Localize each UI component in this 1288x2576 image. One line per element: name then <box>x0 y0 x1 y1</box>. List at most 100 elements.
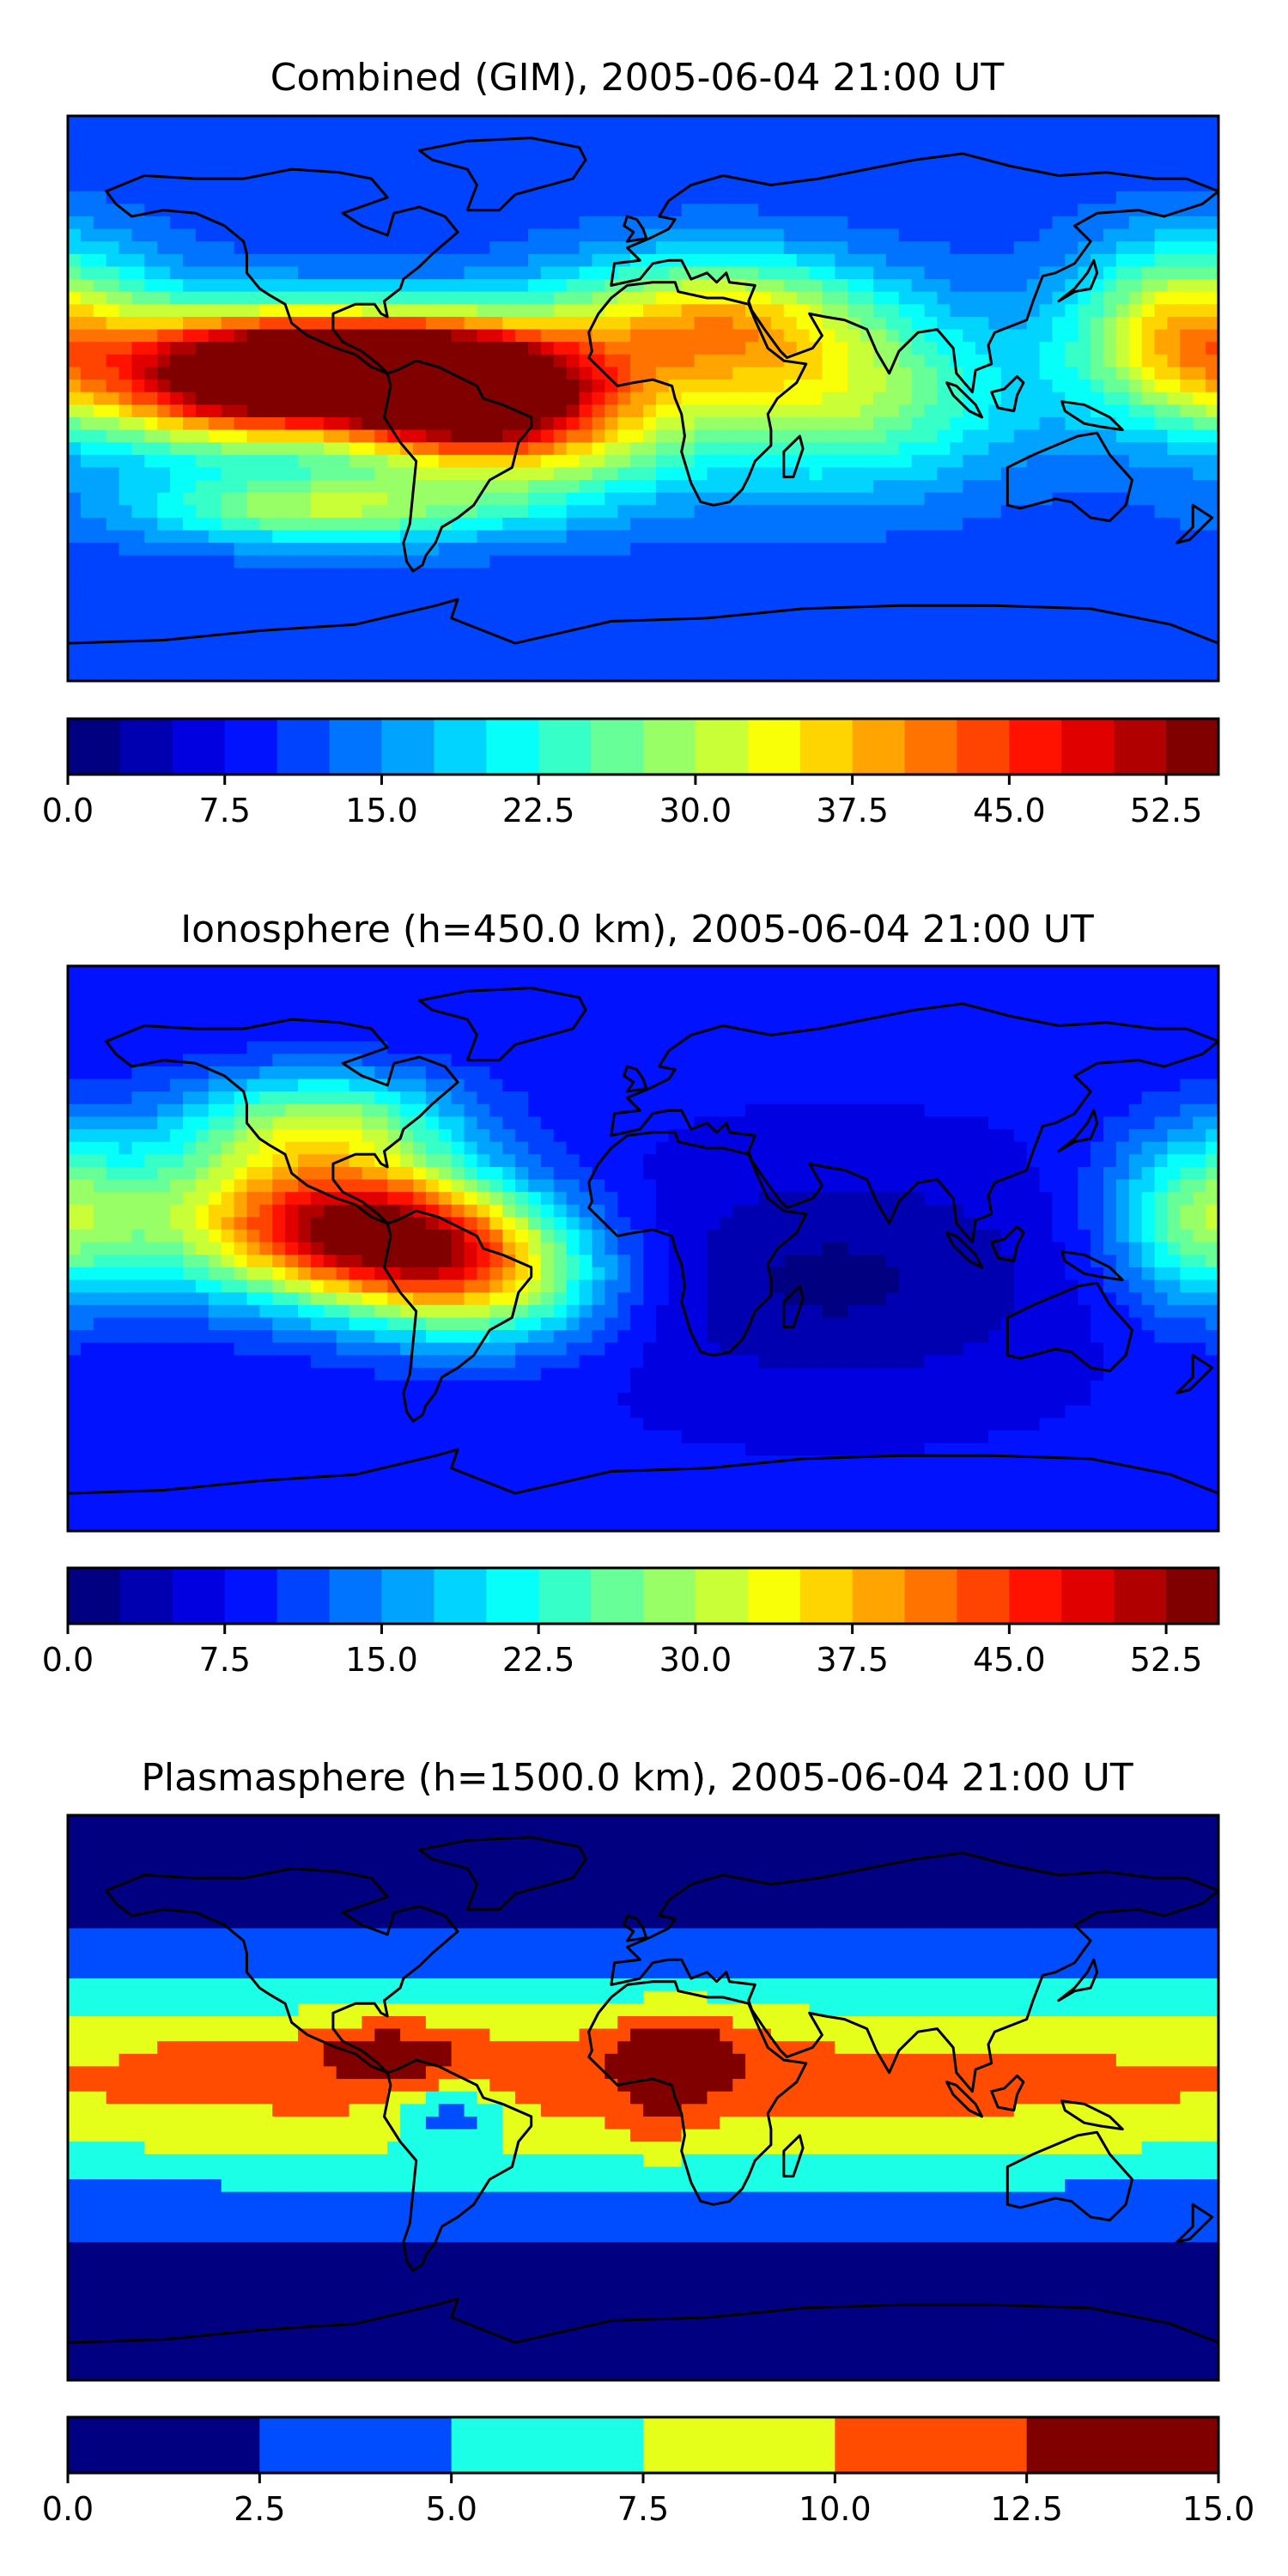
field-cell <box>195 492 210 506</box>
field-cell <box>1128 404 1143 418</box>
field-cell <box>387 191 401 204</box>
field-cell <box>1167 605 1181 619</box>
field-cell <box>1039 991 1054 1005</box>
field-cell <box>259 416 273 431</box>
field-cell <box>1167 630 1181 644</box>
field-cell <box>246 191 260 204</box>
field-cell <box>246 329 260 343</box>
field-cell <box>1103 1054 1117 1067</box>
field-cell <box>963 966 976 980</box>
field-cell <box>183 291 197 305</box>
field-cell <box>1078 429 1091 443</box>
field-cell <box>489 316 503 331</box>
field-cell <box>835 592 848 606</box>
field-cell <box>464 291 478 305</box>
field-cell <box>668 467 683 481</box>
field-cell <box>885 643 900 657</box>
field-cell <box>1039 416 1054 431</box>
field-cell <box>131 141 145 155</box>
field-cell <box>681 141 696 155</box>
field-cell <box>208 1016 222 1030</box>
field-cell <box>323 1054 337 1067</box>
field-cell <box>579 655 593 669</box>
field-cell <box>540 480 555 494</box>
field-cell <box>975 166 989 179</box>
field-cell <box>694 1016 708 1030</box>
field-cell <box>310 253 325 268</box>
field-cell <box>579 367 593 380</box>
field-cell <box>106 454 120 469</box>
field-cell <box>835 543 848 556</box>
field-cell <box>822 228 835 242</box>
field-cell <box>336 179 350 192</box>
field-cell <box>1013 442 1028 456</box>
field-cell <box>1065 530 1078 544</box>
field-cell <box>1052 517 1066 532</box>
field-cell <box>617 630 631 644</box>
field-cell <box>246 442 260 456</box>
field-cell <box>898 1016 913 1030</box>
field-cell <box>668 316 683 331</box>
field-cell <box>1091 416 1104 431</box>
field-cell <box>361 204 375 217</box>
field-cell <box>937 1016 951 1030</box>
field-cell <box>540 380 555 393</box>
field-cell <box>374 128 388 142</box>
field-cell <box>822 404 835 418</box>
field-cell <box>681 655 696 669</box>
field-cell <box>361 342 375 355</box>
field-cell <box>131 966 145 980</box>
field-cell <box>1128 392 1143 405</box>
field-cell <box>515 467 529 481</box>
field-cell <box>1078 568 1091 581</box>
field-cell <box>937 978 951 992</box>
field-cell <box>758 367 772 380</box>
field-cell <box>605 241 618 255</box>
field-cell <box>885 228 900 242</box>
field-cell <box>963 128 976 142</box>
field-cell <box>566 1003 580 1018</box>
field-cell <box>80 530 94 544</box>
field-cell <box>592 467 605 481</box>
field-cell <box>963 480 976 494</box>
field-cell <box>1052 1016 1066 1030</box>
field-cell <box>873 555 887 568</box>
field-cell <box>963 1029 976 1042</box>
field-cell <box>246 392 260 405</box>
field-cell <box>835 429 848 443</box>
field-cell <box>93 617 107 632</box>
field-cell <box>1206 568 1218 581</box>
field-cell <box>1167 316 1181 331</box>
field-cell <box>924 1066 939 1080</box>
field-cell <box>975 505 989 519</box>
field-cell <box>1103 291 1117 305</box>
field-cell <box>1103 141 1117 155</box>
field-cell <box>1141 517 1156 532</box>
field-cell <box>1052 380 1066 393</box>
coastline-africa <box>587 281 808 507</box>
field-cell <box>937 316 951 331</box>
field-cell <box>873 1029 887 1042</box>
field-cell <box>988 291 1002 305</box>
field-cell <box>924 329 939 343</box>
field-cell <box>745 429 759 443</box>
field-cell <box>323 116 337 130</box>
field-cell <box>118 991 133 1005</box>
field-cell <box>1167 329 1181 343</box>
colorbar-ticks: 0.0 7.5 15.0 22.5 30.0 37.5 45.0 52.5 <box>42 775 1202 829</box>
field-cell <box>1065 354 1078 368</box>
field-cell <box>68 279 82 293</box>
field-cell <box>655 505 670 519</box>
field-cell <box>374 505 388 519</box>
field-cell <box>208 617 222 632</box>
field-cell <box>1206 1054 1218 1067</box>
field-cell <box>681 530 696 544</box>
field-cell <box>566 179 580 192</box>
field-cell <box>259 505 273 519</box>
field-cell <box>1180 505 1194 519</box>
field-cell <box>1128 592 1143 606</box>
field-cell <box>822 991 835 1005</box>
field-cell <box>1193 655 1206 669</box>
field-cell <box>745 643 759 657</box>
field-cell <box>796 655 811 669</box>
